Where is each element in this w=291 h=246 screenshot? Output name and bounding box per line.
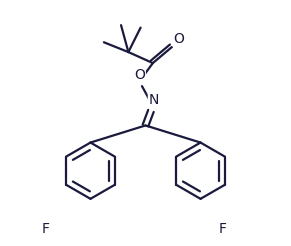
Text: F: F	[41, 222, 49, 236]
Text: O: O	[134, 68, 145, 82]
Text: N: N	[149, 93, 159, 107]
Text: N: N	[149, 93, 159, 107]
Text: O: O	[173, 31, 184, 46]
Text: F: F	[219, 222, 227, 236]
Text: O: O	[134, 68, 145, 82]
Text: F: F	[219, 222, 227, 236]
Text: F: F	[41, 222, 49, 236]
Text: O: O	[173, 31, 184, 46]
